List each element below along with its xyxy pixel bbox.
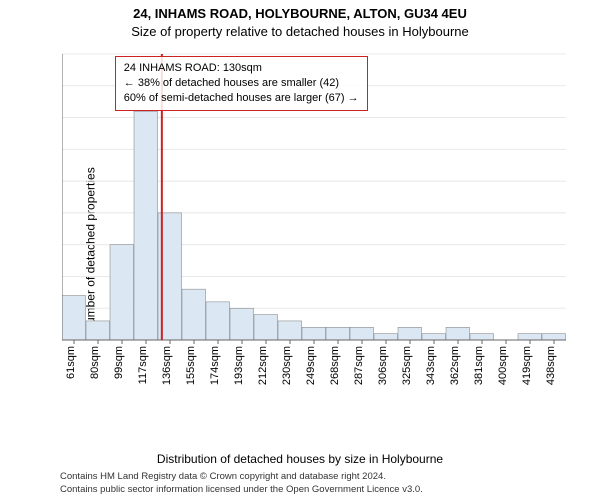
histogram-bar: [302, 327, 326, 340]
histogram-bar: [230, 308, 254, 340]
xtick-label: 193sqm: [233, 346, 245, 385]
footer-attribution: Contains HM Land Registry data © Crown c…: [60, 471, 423, 496]
xtick-label: 174sqm: [209, 346, 221, 385]
histogram-bar: [182, 289, 206, 340]
footer-line1: Contains HM Land Registry data © Crown c…: [60, 471, 423, 483]
chart-title: 24, INHAMS ROAD, HOLYBOURNE, ALTON, GU34…: [0, 6, 600, 21]
xtick-label: 306sqm: [377, 346, 389, 385]
histogram-bar: [206, 302, 230, 340]
footer-line2: Contains public sector information licen…: [60, 484, 423, 496]
histogram-bar: [110, 245, 134, 340]
histogram-bar: [62, 296, 86, 340]
histogram-bar: [446, 327, 470, 340]
xtick-label: 99sqm: [113, 346, 125, 379]
callout-line1: 24 INHAMS ROAD: 130sqm: [124, 61, 359, 76]
xtick-label: 325sqm: [401, 346, 413, 385]
xtick-label: 249sqm: [305, 346, 317, 385]
histogram-bar: [398, 327, 422, 340]
callout-box: 24 INHAMS ROAD: 130sqm ← 38% of detached…: [115, 56, 368, 111]
xtick-label: 80sqm: [89, 346, 101, 379]
xtick-label: 212sqm: [257, 346, 269, 385]
xtick-label: 381sqm: [473, 346, 485, 385]
histogram-bar: [542, 334, 566, 340]
xtick-label: 117sqm: [137, 346, 149, 384]
histogram-bar: [518, 334, 542, 340]
callout-line3: 60% of semi-detached houses are larger (…: [124, 91, 359, 106]
histogram-bar: [374, 334, 398, 340]
xtick-label: 230sqm: [281, 346, 293, 385]
histogram-bar: [470, 334, 494, 340]
callout-line2: ← 38% of detached houses are smaller (42…: [124, 76, 359, 91]
xtick-label: 343sqm: [425, 346, 437, 385]
histogram-bar: [254, 315, 278, 340]
histogram-bar: [134, 111, 158, 340]
histogram-bar: [350, 327, 374, 340]
x-axis-label: Distribution of detached houses by size …: [0, 452, 600, 466]
chart-subtitle: Size of property relative to detached ho…: [0, 24, 600, 39]
xtick-label: 268sqm: [329, 346, 341, 385]
xtick-label: 362sqm: [449, 346, 461, 385]
histogram-bar: [422, 334, 446, 340]
plot-area: 05101520253035404561sqm80sqm99sqm117sqm1…: [62, 48, 572, 398]
xtick-label: 287sqm: [353, 346, 365, 385]
xtick-label: 400sqm: [497, 346, 509, 385]
histogram-bar: [326, 327, 350, 340]
xtick-label: 155sqm: [185, 346, 197, 385]
histogram-bar: [278, 321, 302, 340]
xtick-label: 61sqm: [65, 346, 77, 379]
xtick-label: 136sqm: [161, 346, 173, 385]
histogram-bar: [86, 321, 110, 340]
xtick-label: 438sqm: [545, 346, 557, 385]
xtick-label: 419sqm: [521, 346, 533, 385]
